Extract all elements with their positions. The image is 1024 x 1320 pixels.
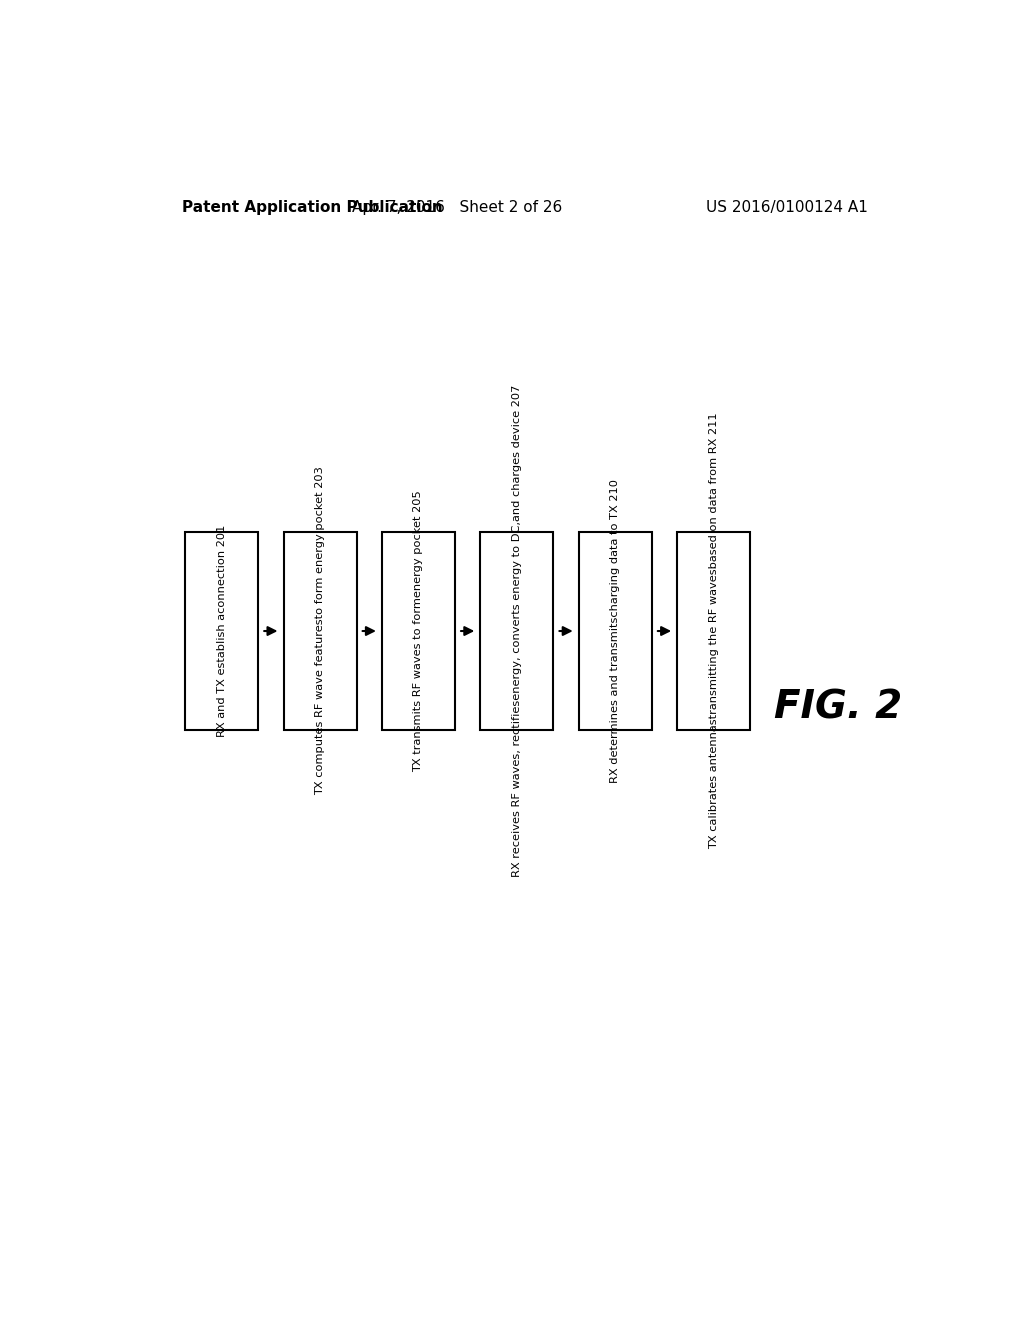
Text: RX determines and transmitscharging data to TX 210: RX determines and transmitscharging data… — [610, 479, 621, 783]
Bar — [677, 532, 751, 730]
Text: TX calibrates antennastransmitting the RF wavesbased on data from RX 211: TX calibrates antennastransmitting the R… — [709, 413, 719, 849]
Bar — [185, 532, 258, 730]
Bar — [382, 532, 455, 730]
Text: TX computes RF wave featuresto form energy pocket 203: TX computes RF wave featuresto form ener… — [315, 466, 325, 796]
Bar — [284, 532, 356, 730]
Text: US 2016/0100124 A1: US 2016/0100124 A1 — [706, 199, 867, 215]
Bar — [480, 532, 553, 730]
Text: TX transmits RF waves to formenergy pocket 205: TX transmits RF waves to formenergy pock… — [414, 490, 424, 772]
Text: Patent Application Publication: Patent Application Publication — [182, 199, 442, 215]
Text: RX and TX establish aconnection 201: RX and TX establish aconnection 201 — [217, 525, 226, 737]
Text: Apr. 7, 2016   Sheet 2 of 26: Apr. 7, 2016 Sheet 2 of 26 — [352, 199, 562, 215]
Bar — [579, 532, 651, 730]
Text: RX receives RF waves, rectifiesenergy, converts energy to DC,and charges device : RX receives RF waves, rectifiesenergy, c… — [512, 385, 522, 878]
Text: FIG. 2: FIG. 2 — [774, 688, 902, 726]
